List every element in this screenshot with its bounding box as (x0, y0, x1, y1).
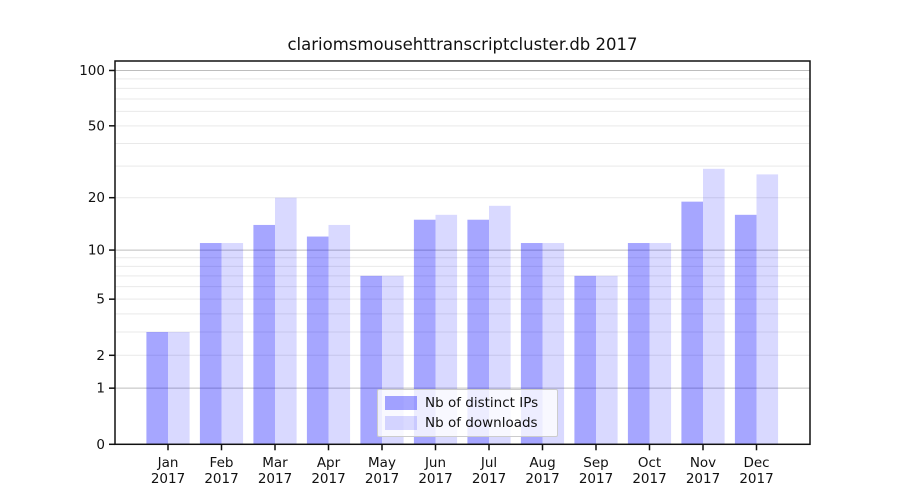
x-tick-label-year: 2017 (365, 471, 399, 487)
x-tick-label-month: Dec (743, 455, 769, 471)
x-tick-label-year: 2017 (418, 471, 452, 487)
legend-label-downloads: Nb of downloads (425, 415, 538, 431)
x-tick-label-month: Feb (210, 455, 234, 471)
legend-swatch-downloads (385, 416, 417, 430)
x-tick-label-year: 2017 (686, 471, 720, 487)
bar-mar-downloads (275, 197, 297, 445)
x-tick-label-month: May (368, 455, 396, 471)
bar-may-distinct-ips (360, 275, 382, 445)
bar-sep-distinct-ips (574, 275, 596, 445)
x-tick-label-month: Aug (529, 455, 555, 471)
legend: Nb of distinct IPs Nb of downloads (377, 389, 558, 437)
bar-jun-distinct-ips (413, 219, 436, 445)
y-tick-label: 10 (88, 243, 105, 259)
x-tick-label-year: 2017 (151, 471, 185, 487)
bar-oct-downloads (649, 243, 672, 445)
x-tick-label-month: Mar (262, 455, 288, 471)
bar-jun-downloads (435, 214, 458, 445)
bar-jan-downloads (168, 332, 190, 445)
x-tick-label-year: 2017 (311, 471, 345, 487)
bar-jul-downloads (489, 205, 511, 445)
y-tick-label: 1 (96, 381, 105, 397)
x-tick-label-month: Apr (317, 455, 341, 471)
bar-sep-downloads (596, 275, 618, 445)
x-tick-label-month: Jun (424, 455, 446, 471)
legend-label-distinct-ips: Nb of distinct IPs (425, 395, 539, 411)
bar-oct-distinct-ips (627, 243, 650, 445)
bar-dec-downloads (756, 174, 779, 445)
x-tick-label-month: Oct (638, 455, 661, 471)
y-tick-label: 5 (96, 292, 105, 308)
plot-border (114, 60, 811, 446)
legend-entry-distinct-ips: Nb of distinct IPs (385, 395, 557, 411)
y-tick-label: 0 (96, 437, 105, 453)
bar-apr-downloads (328, 224, 351, 445)
x-tick-label-year: 2017 (632, 471, 666, 487)
bar-apr-distinct-ips (306, 236, 329, 445)
x-tick-label-year: 2017 (204, 471, 238, 487)
x-tick-label-year: 2017 (579, 471, 613, 487)
x-tick-label-year: 2017 (525, 471, 559, 487)
x-tick-label-year: 2017 (739, 471, 773, 487)
bar-dec-distinct-ips (734, 214, 757, 445)
y-tick-label: 50 (88, 118, 105, 134)
legend-swatch-distinct-ips (385, 396, 417, 410)
x-tick-label-month: Nov (690, 455, 716, 471)
y-tick-label: 100 (79, 63, 105, 79)
bar-feb-downloads (221, 243, 244, 445)
bar-nov-downloads (703, 168, 725, 445)
legend-entry-downloads: Nb of downloads (385, 415, 557, 431)
bar-jan-distinct-ips (146, 332, 168, 445)
x-tick-label-month: Jul (480, 455, 497, 471)
x-tick-label-year: 2017 (258, 471, 292, 487)
bar-jul-distinct-ips (467, 219, 489, 445)
bar-feb-distinct-ips (199, 243, 222, 445)
y-tick-label: 2 (96, 348, 105, 364)
x-tick-label-month: Sep (583, 455, 608, 471)
y-tick-label: 20 (88, 190, 105, 206)
x-tick-label-month: Jan (157, 455, 179, 471)
x-tick-label-year: 2017 (472, 471, 506, 487)
bar-nov-distinct-ips (681, 201, 703, 445)
bar-mar-distinct-ips (253, 224, 275, 445)
chart-title: clariomsmousehttranscriptcluster.db 2017 (287, 35, 638, 54)
